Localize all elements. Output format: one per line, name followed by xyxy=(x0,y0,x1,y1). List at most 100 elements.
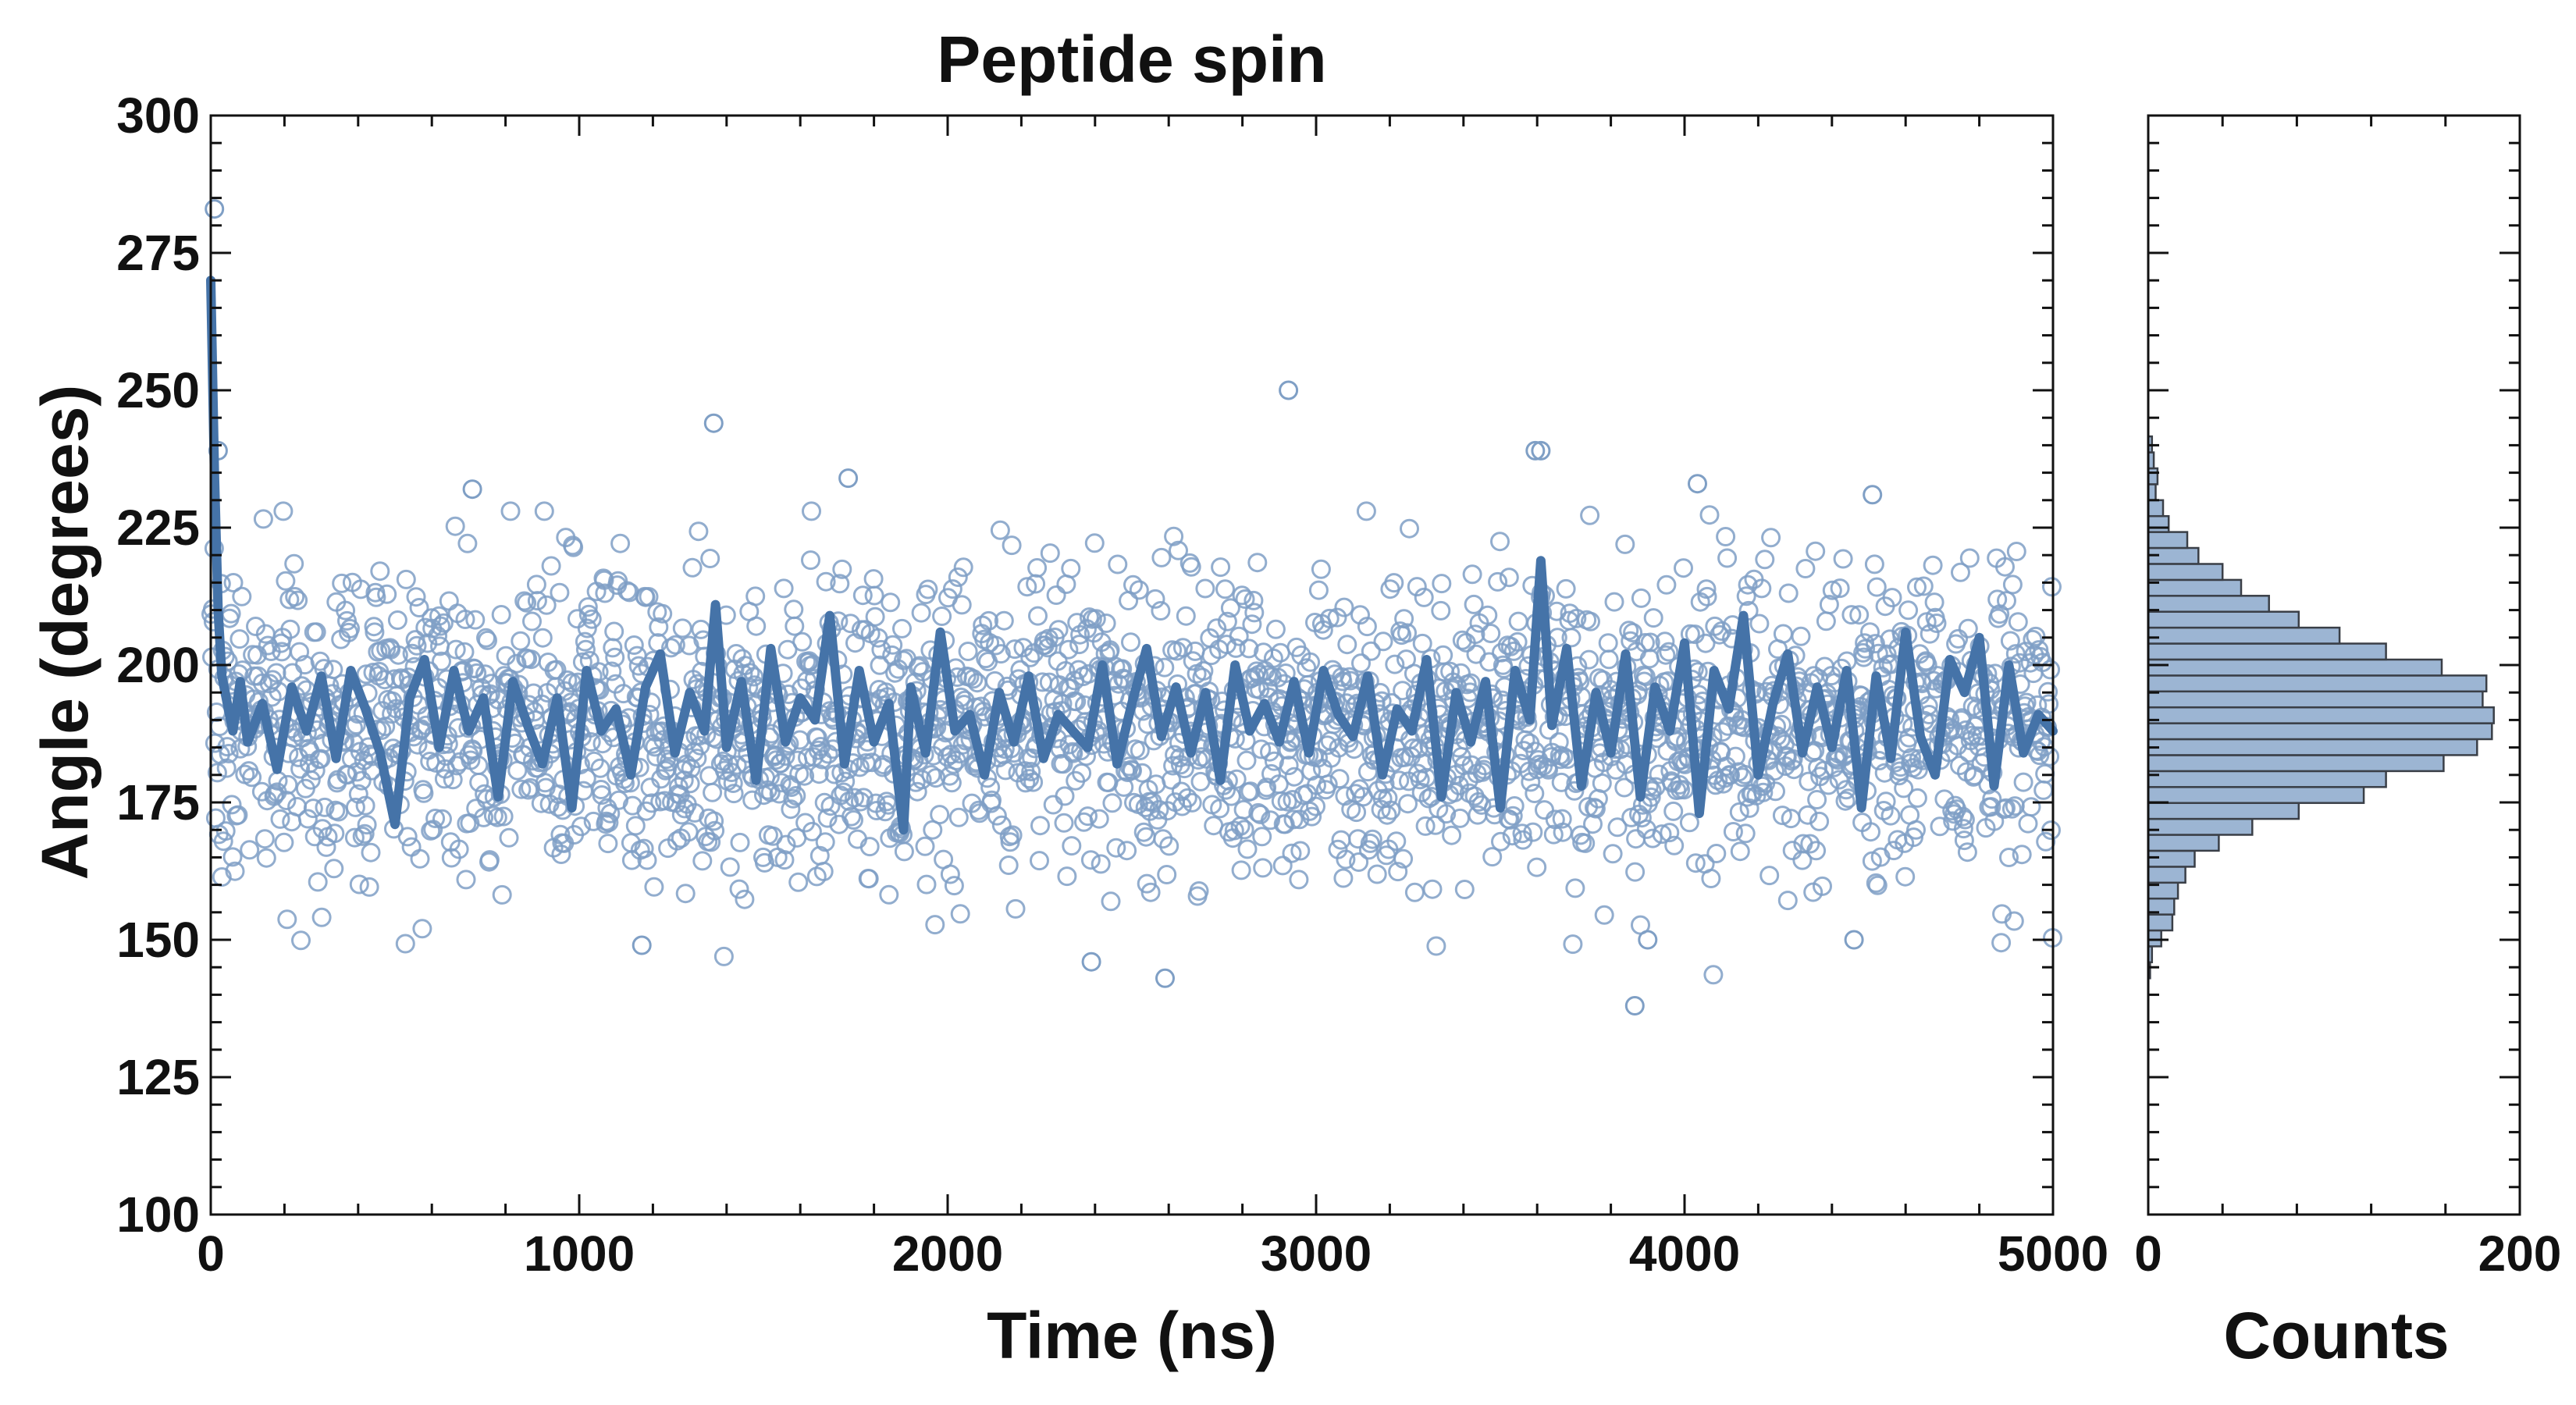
scatter-point xyxy=(1503,806,1523,826)
scatter-point xyxy=(1183,651,1203,671)
scatter-point xyxy=(2021,797,2041,817)
scatter-point xyxy=(776,834,796,855)
scatter-point xyxy=(1655,631,1675,652)
scatter-point xyxy=(511,631,531,651)
scatter-point xyxy=(276,571,296,591)
scatter-point xyxy=(856,740,877,759)
scatter-point xyxy=(592,785,612,805)
scatter-point xyxy=(1561,628,1582,648)
scatter-point xyxy=(285,587,305,606)
scatter-point xyxy=(1172,638,1193,658)
scatter-point xyxy=(853,788,873,808)
scatter-point xyxy=(680,774,700,794)
scatter-point xyxy=(1177,788,1197,808)
scatter-point xyxy=(2038,681,2058,702)
scatter-point xyxy=(407,635,427,656)
scatter-point xyxy=(449,839,469,859)
scatter-point xyxy=(624,635,644,655)
scatter-point xyxy=(1580,505,1600,525)
scatter-point xyxy=(1284,767,1304,787)
scatter-point xyxy=(771,773,792,793)
scatter-point xyxy=(351,770,372,791)
scatter-point xyxy=(1112,659,1133,679)
scatter-point xyxy=(2041,660,2061,680)
scatter-point xyxy=(1016,773,1036,793)
scatter-point xyxy=(1261,810,1280,831)
scatter-point xyxy=(311,907,332,927)
scatter-point xyxy=(1194,661,1214,681)
scatter-point xyxy=(582,609,602,629)
scatter-point xyxy=(1877,644,1897,664)
scatter-point xyxy=(1772,806,1792,826)
scatter-point xyxy=(1040,543,1060,564)
scatter-point xyxy=(265,784,285,804)
scatter-point xyxy=(571,816,591,837)
scatter-point xyxy=(1656,574,1677,595)
scatter-point xyxy=(642,793,662,813)
scatter-point xyxy=(575,639,596,660)
scatter-point xyxy=(985,670,1005,691)
scatter-point xyxy=(1907,577,1927,597)
scatter-point xyxy=(2000,631,2020,651)
scatter-point xyxy=(850,791,870,812)
scatter-point xyxy=(1162,770,1182,790)
scatter-point xyxy=(1732,767,1752,788)
scatter-point xyxy=(1019,769,1040,789)
scatter-point xyxy=(1898,600,1919,621)
scatter-point xyxy=(1835,791,1856,811)
scatter-point xyxy=(704,811,724,831)
scatter-point xyxy=(551,845,571,864)
scatter-point xyxy=(1319,608,1340,628)
scatter-point xyxy=(1987,589,2008,610)
scatter-point xyxy=(1606,759,1626,780)
scatter-point xyxy=(1895,866,1916,887)
y-tick-label: 200 xyxy=(116,637,200,693)
scatter-point xyxy=(332,573,352,593)
scatter-point xyxy=(1663,801,1684,821)
scatter-point xyxy=(1066,692,1087,712)
scatter-point xyxy=(1752,776,1773,796)
scatter-point xyxy=(781,799,801,820)
scatter-point xyxy=(1730,841,1750,862)
scatter-point xyxy=(352,826,372,846)
scatter-point xyxy=(455,610,475,629)
scatter-point xyxy=(1461,673,1481,693)
scatter-point xyxy=(1174,759,1194,779)
scatter-point xyxy=(1894,778,1914,799)
scatter-point xyxy=(1211,557,1231,578)
scatter-point xyxy=(1055,786,1075,806)
scatter-point xyxy=(1625,862,1646,882)
scatter-point xyxy=(1927,614,1947,633)
scatter-point xyxy=(637,850,657,870)
scatter-point xyxy=(1867,875,1888,895)
scatter-point xyxy=(1276,663,1296,683)
scatter-point xyxy=(1308,580,1329,600)
scatter-point xyxy=(1656,645,1676,665)
scatter-point xyxy=(792,631,813,652)
scatter-point xyxy=(1381,800,1401,820)
scatter-point xyxy=(859,869,879,889)
histogram-tick-labels: 0 200 xyxy=(2134,1225,2561,1282)
scatter-point xyxy=(1412,633,1432,653)
scatter-point xyxy=(534,501,554,521)
scatter-point xyxy=(1207,618,1227,638)
scatter-point xyxy=(1924,592,1944,613)
scatter-point xyxy=(675,884,696,904)
scatter-point xyxy=(1861,822,1880,842)
scatter-point xyxy=(365,622,385,642)
scatter-point xyxy=(1244,603,1265,623)
scatter-point xyxy=(229,629,250,649)
scatter-point xyxy=(786,786,806,806)
scatter-point xyxy=(344,827,365,848)
scatter-point xyxy=(766,750,786,770)
scatter-point xyxy=(2023,629,2043,649)
scatter-point xyxy=(1716,527,1736,546)
scatter-point xyxy=(1766,781,1785,802)
scatter-point xyxy=(273,501,294,521)
scatter-point xyxy=(1652,824,1672,845)
y-tick-label: 125 xyxy=(116,1049,200,1105)
scatter-point xyxy=(634,838,654,859)
scatter-point xyxy=(1880,806,1901,826)
scatter-point xyxy=(1854,647,1874,667)
scatter-point xyxy=(1061,558,1081,578)
